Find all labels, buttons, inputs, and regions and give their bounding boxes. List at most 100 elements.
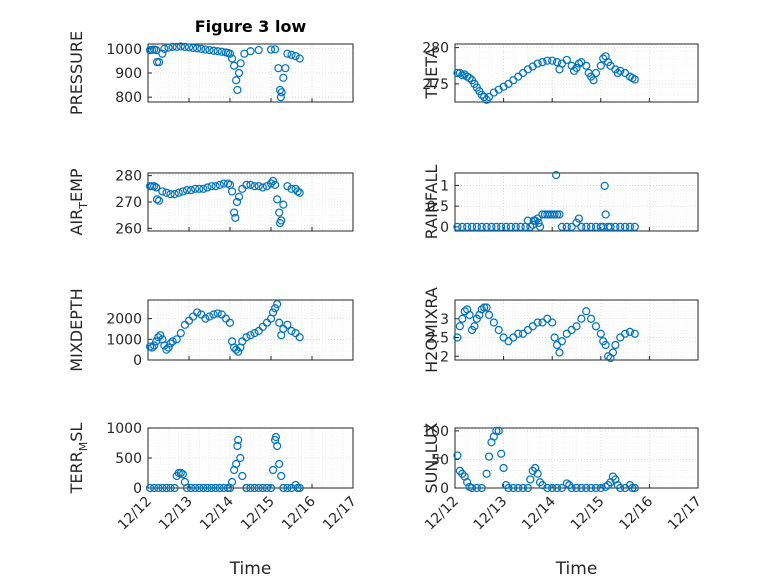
- data-point: [533, 59, 542, 68]
- data-point: [591, 483, 601, 493]
- data-point: [197, 44, 206, 53]
- data-point: [611, 222, 620, 231]
- data-point: [550, 210, 559, 219]
- data-point: [205, 45, 214, 55]
- data-point: [295, 483, 304, 493]
- data-point: [492, 222, 501, 231]
- data-point: [232, 459, 241, 469]
- data-point: [238, 337, 247, 346]
- data-point: [509, 483, 518, 493]
- data-point: [279, 483, 288, 493]
- data-point: [162, 345, 171, 354]
- y-tick-label: 275: [422, 77, 449, 93]
- y-tick-label: 500: [115, 451, 142, 467]
- data-point: [577, 483, 586, 493]
- data-point: [497, 222, 506, 231]
- data-point: [258, 322, 267, 331]
- data-point: [201, 314, 210, 323]
- data-point: [184, 43, 194, 52]
- data-point: [630, 75, 639, 84]
- y-axis-label: MIXDEPTH: [67, 288, 86, 371]
- x-tick-label: 12/17: [665, 494, 705, 534]
- y-axis-label: RAINFALL: [422, 165, 441, 240]
- data-point: [191, 483, 200, 493]
- data-point: [203, 483, 212, 493]
- data-point: [180, 320, 189, 329]
- data-point: [279, 200, 288, 209]
- data-point: [511, 222, 520, 231]
- data-point: [219, 179, 228, 188]
- y-tick-label: 50: [431, 452, 449, 468]
- data-point: [287, 326, 296, 336]
- data-point: [162, 483, 171, 493]
- data-point: [484, 310, 494, 320]
- data-point: [295, 188, 304, 197]
- data-point: [164, 43, 173, 52]
- data-point: [535, 222, 545, 231]
- y-tick-label: 800: [115, 90, 142, 106]
- data-point: [242, 483, 251, 493]
- data-point: [458, 222, 467, 231]
- data-point: [186, 483, 196, 493]
- data-point: [514, 483, 523, 493]
- data-point: [154, 483, 163, 493]
- data-point: [271, 45, 280, 54]
- data-point: [152, 195, 162, 204]
- data-point: [234, 347, 243, 356]
- x-axis-label: Time: [555, 559, 598, 579]
- data-point: [482, 303, 491, 312]
- data-point: [275, 208, 284, 217]
- data-point: [295, 54, 304, 63]
- data-point: [620, 222, 630, 231]
- x-tick-label: 12/12: [422, 494, 462, 534]
- data-point: [156, 331, 165, 340]
- data-point: [154, 58, 164, 67]
- data-point: [477, 483, 486, 493]
- data-point: [242, 333, 251, 342]
- data-point: [552, 483, 562, 493]
- data-point: [154, 196, 164, 205]
- data-point: [178, 187, 187, 196]
- data-point: [555, 210, 564, 219]
- data-point: [616, 222, 625, 231]
- axes-border: [147, 427, 354, 489]
- data-point: [538, 58, 547, 67]
- y-tick-label: 280: [115, 169, 142, 185]
- data-point: [453, 222, 462, 231]
- x-tick-label: 12/13: [471, 494, 511, 534]
- data-point: [164, 343, 173, 352]
- y-tick-label: 1000: [106, 42, 142, 58]
- data-point: [276, 93, 285, 102]
- data-point: [291, 51, 300, 61]
- data-point: [477, 222, 486, 231]
- data-point: [582, 483, 591, 493]
- data-point: [494, 426, 503, 435]
- data-point: [266, 483, 276, 493]
- data-point: [586, 314, 596, 323]
- data-point: [562, 222, 571, 231]
- data-point: [166, 339, 175, 348]
- data-point: [582, 307, 591, 316]
- data-point: [209, 310, 218, 319]
- data-point: [586, 222, 596, 231]
- data-point: [463, 478, 472, 487]
- data-point: [152, 45, 161, 55]
- data-point: [160, 44, 169, 53]
- data-point: [168, 42, 177, 52]
- y-tick-label: 0: [440, 481, 449, 497]
- data-point: [552, 58, 562, 67]
- data-point: [205, 312, 214, 321]
- y-tick-label: 270: [115, 195, 142, 211]
- data-point: [283, 483, 292, 493]
- y-tick-label: 0: [133, 353, 142, 369]
- subplot-sun: 0 50 100 12/12 12/13 12/14 12/15 12/16 12/17 SUNF…: [422, 422, 705, 579]
- data-point: [555, 348, 564, 357]
- y-tick-label: 100: [422, 424, 449, 440]
- data-point: [195, 184, 204, 193]
- data-point: [494, 325, 503, 335]
- data-point: [480, 303, 489, 312]
- data-point: [533, 214, 542, 223]
- data-point: [630, 483, 639, 493]
- data-point: [154, 333, 163, 342]
